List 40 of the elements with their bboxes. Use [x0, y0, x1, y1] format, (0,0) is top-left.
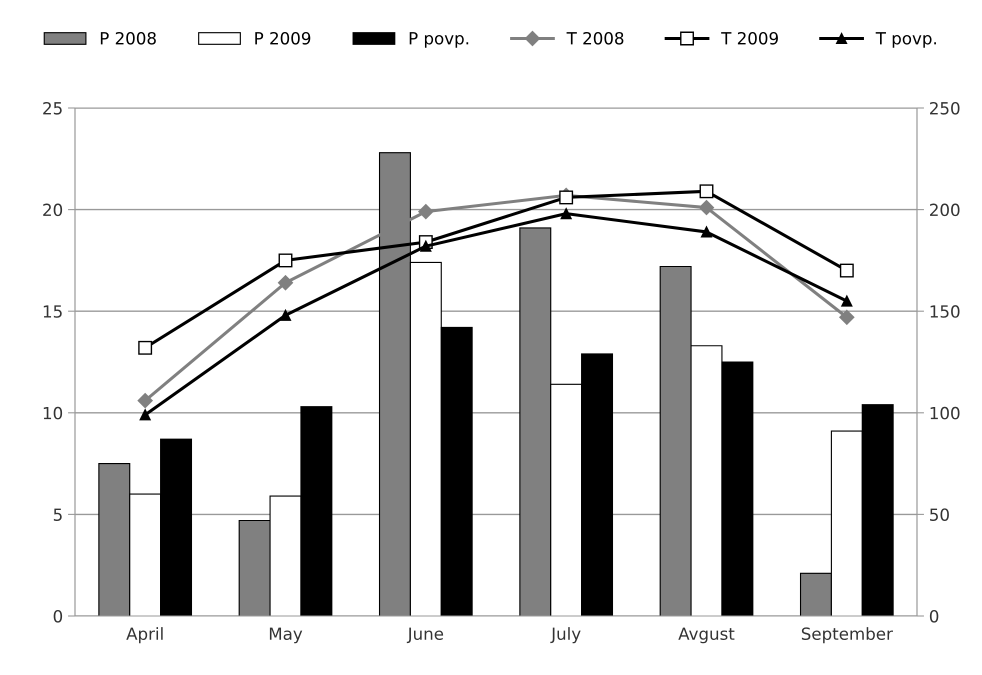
y2-tick-label: 250	[930, 102, 960, 115]
legend-label: P 2008	[100, 32, 156, 45]
point	[841, 295, 852, 307]
point	[700, 226, 712, 238]
point	[700, 184, 714, 198]
x-tick-label: April	[126, 627, 163, 644]
x-tick-label: September	[802, 627, 893, 644]
y2-tick-label: 100	[930, 406, 960, 420]
point	[560, 208, 572, 220]
y-tick-label: 0	[54, 610, 62, 623]
point	[698, 200, 714, 216]
legend-label: T 2009	[721, 32, 778, 45]
point	[278, 253, 292, 268]
y2-tick-label: 200	[930, 204, 960, 216]
legend-label: P 2009	[255, 32, 310, 45]
point	[839, 310, 854, 325]
y-tick-label: 10	[44, 406, 62, 420]
point	[138, 340, 152, 355]
point	[280, 310, 292, 321]
point	[420, 240, 432, 252]
point	[840, 264, 854, 278]
y-tick-label: 25	[43, 102, 62, 115]
legend-label: P povp.	[410, 32, 468, 48]
x-tick-label: Avgust	[678, 628, 734, 644]
y-tick-label: 15	[44, 305, 62, 318]
x-tick-label: July	[550, 627, 581, 644]
y-tick-label: 5	[54, 508, 62, 521]
point	[140, 409, 151, 420]
y2-tick-label: 50	[930, 508, 949, 521]
y2-tick-label: 150	[930, 305, 960, 318]
y2-tick-label: 0	[930, 610, 938, 623]
legend-label: T 2008	[566, 32, 624, 45]
x-tick-label: June	[406, 628, 444, 644]
point	[138, 393, 153, 408]
y-tick-label: 20	[43, 204, 62, 216]
point	[559, 190, 574, 204]
legend-label: T povp.	[876, 32, 936, 48]
point	[278, 275, 294, 290]
point	[418, 204, 434, 220]
x-tick-label: May	[270, 628, 302, 644]
